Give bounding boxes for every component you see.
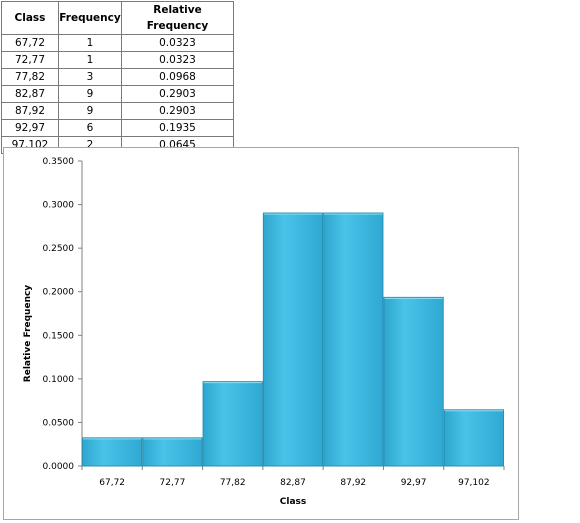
bars bbox=[82, 212, 505, 467]
x-axis-title: Class bbox=[280, 497, 306, 507]
y-tick-label: 0.0500 bbox=[43, 418, 75, 428]
cell-frequency: 1 bbox=[58, 34, 122, 52]
cell-relative-frequency: 0.2903 bbox=[121, 85, 234, 103]
y-tick-label: 0.2000 bbox=[43, 288, 75, 298]
cell-class: 72,77 bbox=[1, 51, 59, 69]
cell-frequency: 9 bbox=[58, 85, 122, 103]
cell-relative-frequency: 0.0323 bbox=[121, 51, 234, 69]
cell-frequency: 6 bbox=[58, 119, 122, 137]
table-row: 87,92 9 0.2903 bbox=[1, 102, 234, 120]
x-tick-label: 97,102 bbox=[458, 478, 490, 488]
y-tick-label: 0.3500 bbox=[43, 157, 75, 167]
x-tick-label: 67,72 bbox=[99, 478, 125, 488]
x-tick-label: 87,92 bbox=[340, 478, 366, 488]
cell-class: 77,82 bbox=[1, 68, 59, 86]
cell-class: 82,87 bbox=[1, 85, 59, 103]
histogram-bar bbox=[262, 212, 324, 467]
histogram-bar bbox=[383, 296, 444, 467]
histogram-bar bbox=[323, 212, 384, 467]
histogram-bar bbox=[82, 437, 143, 467]
cell-relative-frequency: 0.1935 bbox=[121, 119, 234, 137]
table-row: 82,87 9 0.2903 bbox=[1, 85, 234, 103]
table-row: 77,82 3 0.0968 bbox=[1, 68, 234, 86]
y-tick-label: 0.2500 bbox=[43, 244, 75, 254]
table-row: 72,77 1 0.0323 bbox=[1, 51, 234, 69]
histogram-bar bbox=[142, 437, 203, 467]
cell-frequency: 1 bbox=[58, 51, 122, 69]
histogram-bar bbox=[202, 381, 263, 467]
cell-relative-frequency: 0.0323 bbox=[121, 34, 234, 52]
histogram-bar bbox=[443, 409, 505, 467]
table-row: 67,72 1 0.0323 bbox=[1, 34, 234, 52]
table-row: 92,97 6 0.1935 bbox=[1, 119, 234, 137]
cell-frequency: 9 bbox=[58, 102, 122, 120]
x-tick-label: 92,97 bbox=[401, 478, 427, 488]
x-tick-label: 77,82 bbox=[220, 478, 246, 488]
chart-canvas: 0.0000 0.0500 0.1000 0.1500 0.2000 0.2500 0.30… bbox=[23, 157, 505, 507]
y-tick-label: 0.3000 bbox=[43, 201, 75, 211]
y-tick-label: 0.1500 bbox=[43, 331, 75, 341]
cell-relative-frequency: 0.2903 bbox=[121, 102, 234, 120]
axis-labels: 0.0000 0.0500 0.1000 0.1500 0.2000 0.2500 0.30… bbox=[43, 157, 490, 488]
header-relative-frequency: Relative Frequency bbox=[121, 1, 234, 35]
cell-class: 92,97 bbox=[1, 119, 59, 137]
y-axis-title: Relative Frequency bbox=[23, 285, 33, 382]
cell-relative-frequency: 0.0968 bbox=[121, 68, 234, 86]
y-tick-label: 0.0000 bbox=[43, 462, 75, 472]
x-tick-label: 82,87 bbox=[280, 478, 306, 488]
y-tick-label: 0.1000 bbox=[43, 375, 75, 385]
header-class: Class bbox=[1, 1, 59, 35]
table-header-row: Class Frequency Relative Frequency bbox=[1, 1, 234, 35]
cell-frequency: 3 bbox=[58, 68, 122, 86]
frequency-table: Class Frequency Relative Frequency 67,72… bbox=[1, 1, 234, 154]
cell-class: 67,72 bbox=[1, 34, 59, 52]
x-tick-label: 72,77 bbox=[160, 478, 186, 488]
cell-class: 87,92 bbox=[1, 102, 59, 120]
header-frequency: Frequency bbox=[58, 1, 122, 35]
histogram-chart: 0.0000 0.0500 0.1000 0.1500 0.2000 0.2500 0.30… bbox=[3, 147, 519, 520]
